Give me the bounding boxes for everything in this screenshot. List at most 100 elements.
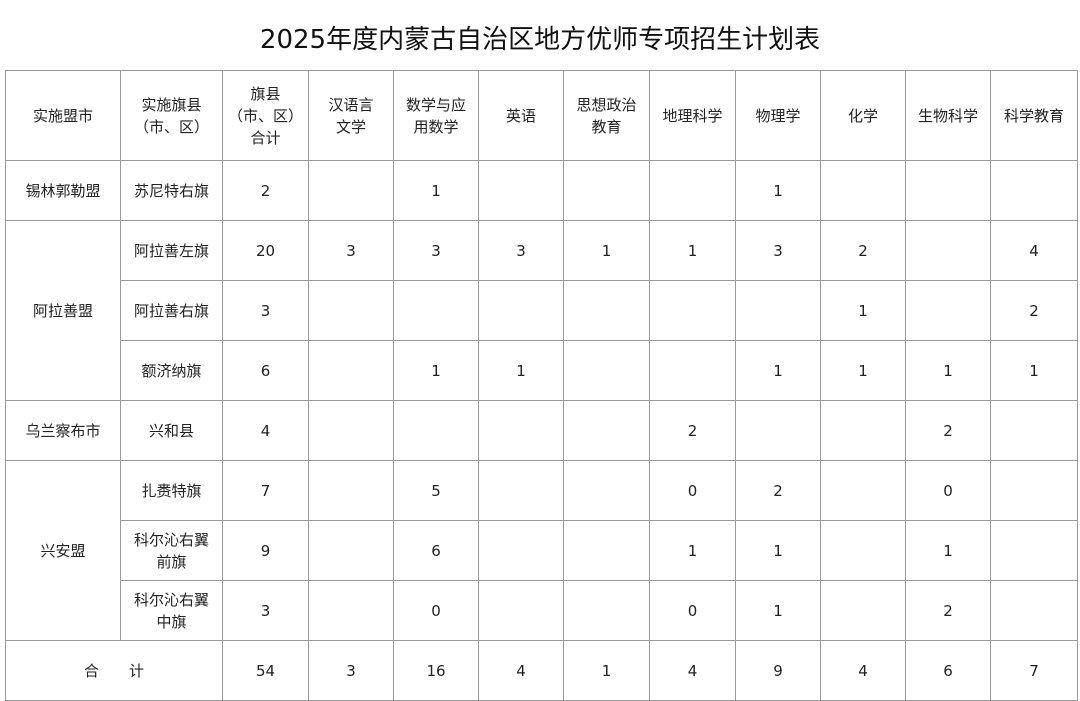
value-cell <box>308 460 394 521</box>
value-cell <box>990 160 1078 221</box>
value-cell <box>905 220 991 281</box>
value-cell: 3 <box>222 580 309 641</box>
value-cell: 1 <box>820 340 906 401</box>
column-header: 地理科学 <box>649 70 736 161</box>
value-cell <box>308 160 394 221</box>
value-cell: 3 <box>478 220 564 281</box>
total-value-cell: 9 <box>735 640 821 701</box>
county-cell: 扎赉特旗 <box>120 460 223 521</box>
value-cell <box>393 400 479 461</box>
column-header: 科学教育 <box>990 70 1078 161</box>
table-row: 阿拉善右旗 3 1 2 <box>6 280 1078 341</box>
value-cell <box>308 580 394 641</box>
value-cell <box>563 580 650 641</box>
value-cell: 1 <box>990 340 1078 401</box>
county-cell: 兴和县 <box>120 400 223 461</box>
value-cell <box>990 460 1078 521</box>
value-cell <box>820 520 906 581</box>
value-cell: 1 <box>735 580 821 641</box>
value-cell <box>990 400 1078 461</box>
value-cell: 1 <box>563 220 650 281</box>
county-cell: 额济纳旗 <box>120 340 223 401</box>
value-cell: 0 <box>905 460 991 521</box>
value-cell <box>563 400 650 461</box>
total-value-cell: 16 <box>393 640 479 701</box>
value-cell <box>563 280 650 341</box>
total-value-cell: 54 <box>222 640 309 701</box>
value-cell <box>393 280 479 341</box>
value-cell: 3 <box>222 280 309 341</box>
value-cell <box>478 280 564 341</box>
table-row: 科尔沁右翼 前旗 9 6 1 1 1 <box>6 520 1078 581</box>
total-value-cell: 7 <box>990 640 1078 701</box>
total-value-cell: 4 <box>820 640 906 701</box>
value-cell <box>478 400 564 461</box>
value-cell: 1 <box>478 340 564 401</box>
county-cell: 阿拉善右旗 <box>120 280 223 341</box>
table-row: 锡林郭勒盟 苏尼特右旗 2 1 1 <box>5 160 1078 221</box>
region-cell: 乌兰察布市 <box>5 400 121 461</box>
value-cell <box>478 520 564 581</box>
total-label: 合 计 <box>5 640 223 701</box>
value-cell <box>649 280 736 341</box>
table-row: 乌兰察布市 兴和县 4 2 2 <box>5 400 1078 461</box>
value-cell <box>990 520 1078 581</box>
value-cell: 1 <box>649 520 736 581</box>
value-cell: 9 <box>222 520 309 581</box>
header-row: 实施盟市 实施旗县 （市、区） 旗县 （市、区） 合计 汉语言 文学 数学与应 用数学英… <box>5 70 1078 161</box>
county-cell: 科尔沁右翼 前旗 <box>120 520 223 581</box>
value-cell: 20 <box>222 220 309 281</box>
column-header: 化学 <box>820 70 906 161</box>
value-cell: 7 <box>222 460 309 521</box>
value-cell: 1 <box>905 520 991 581</box>
value-cell <box>308 520 394 581</box>
region-cell: 锡林郭勒盟 <box>5 160 121 221</box>
value-cell: 1 <box>393 340 479 401</box>
column-header: 数学与应 用数学 <box>393 70 479 161</box>
column-header: 汉语言 文学 <box>308 70 394 161</box>
value-cell: 1 <box>735 520 821 581</box>
table-row: 科尔沁右翼 中旗 3 0 0 1 2 <box>6 580 1078 641</box>
enrollment-plan-table: 实施盟市 实施旗县 （市、区） 旗县 （市、区） 合计 汉语言 文学 数学与应 用数学英… <box>5 70 1078 701</box>
value-cell <box>905 280 991 341</box>
value-cell: 2 <box>222 160 309 221</box>
value-cell <box>478 580 564 641</box>
table-row: 额济纳旗 6 1 1 1 1 1 1 <box>6 340 1078 401</box>
county-cell: 阿拉善左旗 <box>120 220 223 281</box>
value-cell: 2 <box>735 460 821 521</box>
value-cell: 1 <box>820 280 906 341</box>
total-value-cell: 3 <box>308 640 394 701</box>
total-value-cell: 6 <box>905 640 991 701</box>
value-cell <box>820 460 906 521</box>
value-cell <box>563 460 650 521</box>
column-header: 思想政治 教育 <box>563 70 650 161</box>
value-cell: 1 <box>393 160 479 221</box>
value-cell: 0 <box>649 460 736 521</box>
region-cell: 阿拉善盟 <box>5 220 121 401</box>
value-cell: 3 <box>735 220 821 281</box>
value-cell: 1 <box>735 160 821 221</box>
value-cell: 5 <box>393 460 479 521</box>
value-cell: 3 <box>393 220 479 281</box>
value-cell <box>735 280 821 341</box>
value-cell: 2 <box>649 400 736 461</box>
value-cell: 2 <box>905 400 991 461</box>
total-value-cell: 1 <box>563 640 650 701</box>
value-cell: 4 <box>990 220 1078 281</box>
value-cell <box>820 580 906 641</box>
column-header: 实施盟市 <box>5 70 121 161</box>
value-cell: 2 <box>820 220 906 281</box>
value-cell: 4 <box>222 400 309 461</box>
value-cell <box>563 520 650 581</box>
value-cell <box>990 580 1078 641</box>
column-header: 物理学 <box>735 70 821 161</box>
value-cell <box>563 160 650 221</box>
table-row: 阿拉善盟 阿拉善左旗 20 3 3 3 1 1 3 2 4 <box>5 220 1078 401</box>
column-header: 实施旗县 （市、区） <box>120 70 223 161</box>
value-cell: 0 <box>649 580 736 641</box>
column-header: 旗县 （市、区） 合计 <box>222 70 309 161</box>
region-cell: 兴安盟 <box>5 460 121 641</box>
value-cell <box>905 160 991 221</box>
value-cell <box>820 400 906 461</box>
value-cell: 0 <box>393 580 479 641</box>
